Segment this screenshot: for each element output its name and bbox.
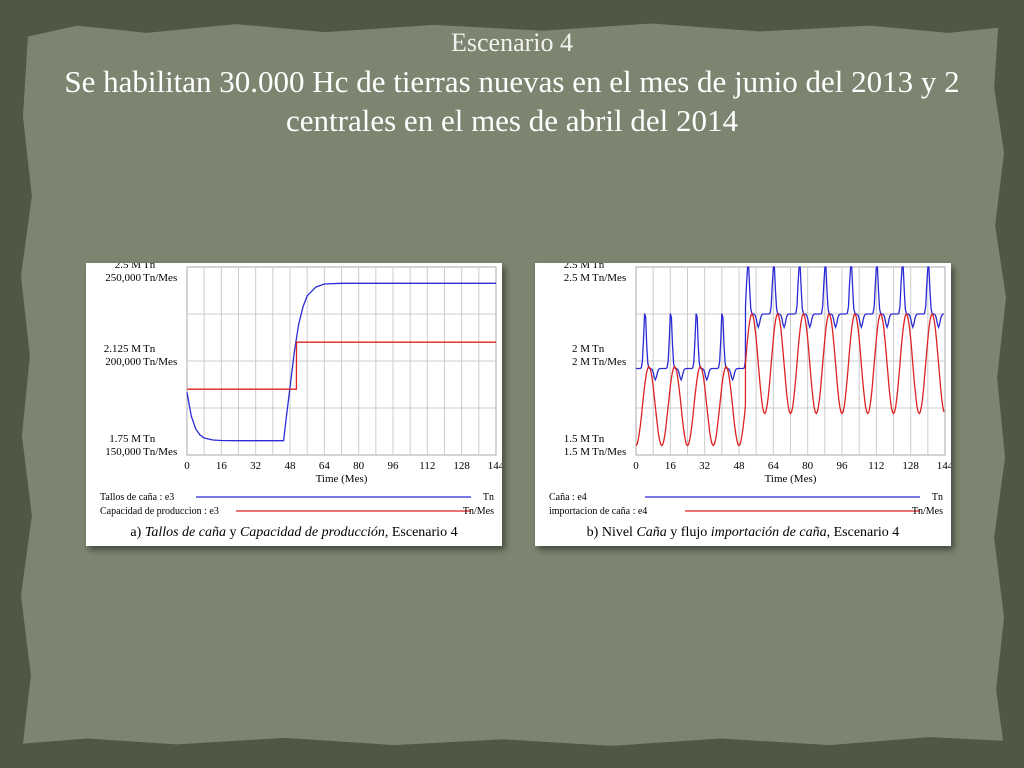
- legend-label: Caña : e4: [549, 492, 587, 503]
- y-tick-label: 2 M: [572, 343, 590, 355]
- y-tick-label: 200,000: [105, 356, 141, 368]
- series-line-1: [636, 266, 945, 382]
- y-tick-label: 250,000: [105, 272, 141, 284]
- x-tick-label: 0: [184, 460, 190, 472]
- x-tick-label: 16: [216, 460, 228, 472]
- y-unit-label: Tn/Mes: [592, 272, 626, 284]
- y-tick-label: 1.5 M: [564, 433, 591, 445]
- x-tick-label: 48: [285, 460, 297, 472]
- x-tick-label: 112: [868, 460, 884, 472]
- legend-label: Tallos de caña : e3: [100, 492, 174, 503]
- x-tick-label: 32: [699, 460, 710, 472]
- x-tick-label: 64: [768, 460, 780, 472]
- legend-unit: Tn/Mes: [463, 506, 494, 517]
- slide-subtitle: Escenario 4: [450, 28, 573, 57]
- chart-b-caption: b) Nivel Caña y flujo importación de cañ…: [586, 525, 900, 540]
- y-unit-label: Tn: [143, 433, 156, 445]
- y-tick-label: 2 M: [572, 356, 590, 368]
- y-unit-label: Tn: [592, 263, 605, 271]
- legend-unit: Tn/Mes: [912, 506, 943, 517]
- x-tick-label: 96: [837, 460, 849, 472]
- x-axis-label: Time (Mes): [765, 473, 817, 485]
- series-line-1: [186, 282, 496, 442]
- y-tick-label: 1.5 M: [564, 446, 591, 458]
- x-axis-label: Time (Mes): [316, 473, 368, 485]
- chart-a-caption: a) Tallos de caña y Capacidad de producc…: [130, 525, 458, 540]
- slide-title: Se habilitan 30.000 Hc de tierras nuevas…: [64, 64, 960, 138]
- legend-unit: Tn: [932, 492, 943, 503]
- y-unit-label: Tn/Mes: [143, 446, 177, 458]
- y-unit-label: Tn/Mes: [592, 446, 626, 458]
- series-line-2: [635, 312, 945, 447]
- x-tick-label: 64: [319, 460, 331, 472]
- y-tick-label: 2.125 M: [104, 343, 142, 355]
- legend-label: Capacidad de produccion : e3: [100, 506, 219, 517]
- y-tick-label: 150,000: [105, 446, 141, 458]
- x-tick-label: 16: [665, 460, 677, 472]
- y-unit-label: Tn: [592, 343, 605, 355]
- x-tick-label: 0: [633, 460, 639, 472]
- x-tick-label: 80: [353, 460, 365, 472]
- x-tick-label: 80: [802, 460, 814, 472]
- figure-b: 1.5 M Tn 1.5 M Tn/Mes 2 M Tn 2 M Tn/Mes 2.5 M Tn 2…: [535, 263, 951, 546]
- y-unit-label: Tn: [143, 343, 156, 355]
- series-line-2: [187, 341, 496, 390]
- y-unit-label: Tn: [592, 433, 605, 445]
- y-unit-label: Tn/Mes: [592, 356, 626, 368]
- x-tick-label: 128: [453, 460, 470, 472]
- x-tick-label: 48: [734, 460, 746, 472]
- y-unit-label: Tn/Mes: [143, 272, 177, 284]
- x-tick-label: 128: [902, 460, 919, 472]
- x-tick-label: 144: [488, 460, 502, 472]
- y-tick-label: 2.5 M: [564, 263, 591, 271]
- y-tick-label: 1.75 M: [109, 433, 141, 445]
- x-tick-label: 96: [388, 460, 400, 472]
- y-tick-label: 2.5 M: [564, 272, 591, 284]
- legend-unit: Tn: [483, 492, 494, 503]
- y-unit-label: Tn/Mes: [143, 356, 177, 368]
- x-tick-label: 32: [250, 460, 261, 472]
- y-tick-label: 2.5 M: [115, 263, 142, 271]
- x-tick-label: 144: [937, 460, 951, 472]
- x-tick-label: 112: [419, 460, 435, 472]
- y-unit-label: Tn: [143, 263, 156, 271]
- figure-a: 1.75 M Tn 150,000 Tn/Mes 2.125 M Tn 200,000 Tn/…: [86, 263, 502, 546]
- legend-label: importacion de caña : e4: [549, 506, 647, 517]
